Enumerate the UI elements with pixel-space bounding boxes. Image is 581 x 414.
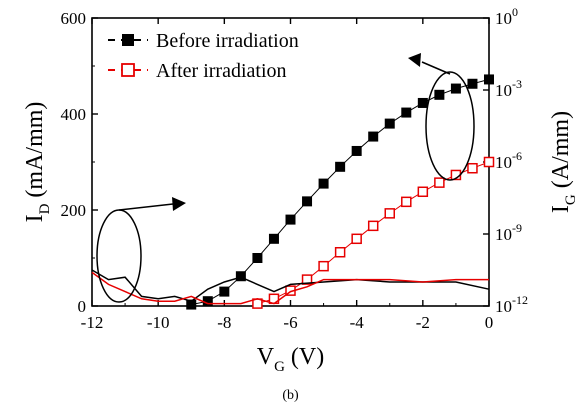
data-point bbox=[417, 97, 428, 108]
y-right-tick-label: 10-9 bbox=[495, 221, 522, 244]
legend-marker bbox=[122, 34, 134, 46]
y-right-axis-label: IG (A/mm) bbox=[548, 111, 579, 213]
y-left-tick-label: 600 bbox=[61, 9, 87, 28]
data-point bbox=[434, 89, 445, 100]
y-right-tick-label: 10-3 bbox=[495, 77, 522, 100]
x-tick-label: -8 bbox=[217, 313, 231, 332]
data-point bbox=[467, 162, 478, 174]
data-point bbox=[235, 271, 246, 282]
data-point bbox=[484, 74, 494, 85]
plot-border bbox=[91, 17, 490, 307]
series-2 bbox=[91, 269, 490, 303]
data-point bbox=[202, 296, 213, 307]
plot-frame bbox=[91, 17, 490, 307]
data-point bbox=[318, 178, 329, 189]
x-tick-label: -10 bbox=[147, 313, 170, 332]
legend-entry: Before irradiation bbox=[108, 30, 299, 52]
data-point bbox=[401, 196, 412, 208]
series-0 bbox=[186, 74, 494, 310]
y-right-tick-label: 100 bbox=[495, 5, 518, 28]
legend-entry: After irradiation bbox=[108, 60, 287, 82]
series-layer bbox=[91, 74, 495, 310]
data-point bbox=[285, 214, 296, 225]
data-point bbox=[301, 274, 313, 285]
legend-label: After irradiation bbox=[156, 60, 287, 82]
ticks-layer: -12 -10 -8 -6 -4 -2 0 0 200 400 600 10-12 10-9 10-6 10… bbox=[61, 5, 529, 332]
data-point bbox=[417, 186, 429, 198]
y-right-tick-label: 10-6 bbox=[495, 149, 522, 172]
y-left-tick-label: 200 bbox=[61, 201, 87, 220]
id-line bbox=[191, 78, 490, 306]
legend-marker bbox=[121, 63, 135, 77]
arrow-shaft-right bbox=[118, 203, 174, 211]
x-axis-label: VG (V) bbox=[257, 344, 325, 375]
arrow-head-left bbox=[408, 53, 421, 67]
data-point bbox=[450, 83, 461, 94]
data-point bbox=[252, 253, 263, 263]
data-point bbox=[384, 118, 395, 129]
arrow-head-right bbox=[172, 197, 186, 211]
x-tick-label: -4 bbox=[350, 313, 365, 332]
ig-line bbox=[91, 271, 489, 305]
annotations-layer bbox=[96, 53, 475, 303]
data-point bbox=[351, 145, 362, 156]
data-point bbox=[467, 78, 478, 89]
legend-label: Before irradiation bbox=[156, 30, 299, 52]
data-point bbox=[368, 131, 379, 142]
data-point bbox=[483, 156, 495, 168]
x-tick-label: -6 bbox=[283, 313, 297, 332]
figure-caption: (b) bbox=[282, 388, 299, 403]
data-point bbox=[318, 260, 329, 272]
y-left-tick-label: 0 bbox=[78, 297, 87, 316]
y-left-axis-label: ID (mA/mm) bbox=[22, 102, 53, 223]
data-point bbox=[268, 233, 279, 244]
y-left-tick-label: 400 bbox=[61, 105, 87, 124]
data-point bbox=[384, 208, 395, 219]
y-right-tick-label: 10-12 bbox=[495, 293, 528, 316]
series-1 bbox=[252, 156, 495, 309]
data-point bbox=[351, 233, 362, 245]
data-point bbox=[219, 286, 230, 297]
arrow-shaft-left bbox=[421, 61, 451, 75]
x-tick-label: -2 bbox=[416, 313, 430, 332]
ig-line bbox=[91, 269, 490, 303]
x-tick-label: 0 bbox=[485, 313, 494, 332]
data-point bbox=[434, 177, 445, 188]
series-3 bbox=[91, 271, 489, 305]
data-point bbox=[335, 161, 346, 172]
ellipse-id-curves bbox=[425, 71, 475, 181]
data-point bbox=[334, 246, 346, 258]
legend: Before irradiation After irradiation bbox=[108, 30, 299, 82]
data-point bbox=[186, 299, 197, 310]
axis-labels: VG (V) ID (mA/mm) IG (A/mm) bbox=[22, 102, 579, 375]
data-point bbox=[367, 220, 379, 232]
data-point bbox=[401, 107, 412, 118]
x-tick-label: -12 bbox=[81, 313, 104, 332]
data-point bbox=[302, 196, 313, 207]
